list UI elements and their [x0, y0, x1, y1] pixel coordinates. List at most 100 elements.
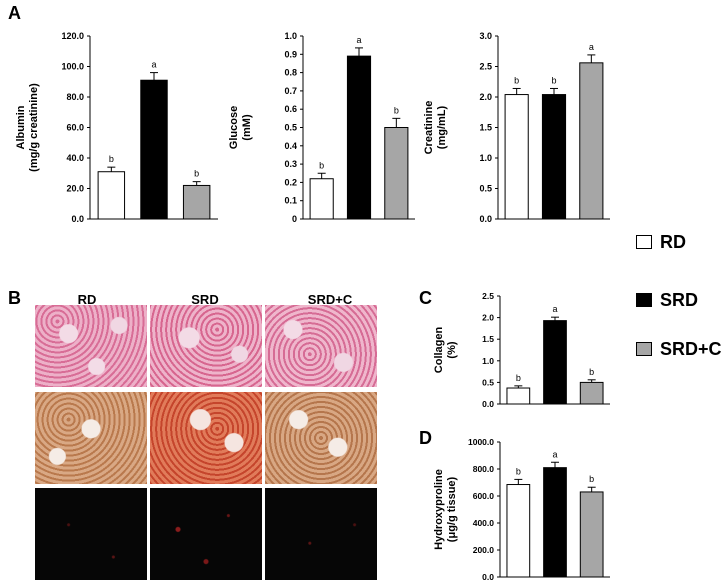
micrograph-fluor-srdc — [265, 488, 377, 580]
glucose-tick-label: 0.4 — [284, 141, 297, 151]
chart-albumin: 0.0 20.0 40.0 60.0 80.0 100.0 120.0 Albumin (mg/… — [15, 31, 218, 224]
glucose-tick-label: 0.8 — [284, 68, 297, 78]
collagen-bar-rd — [506, 387, 531, 405]
collagen-ylabel: Collagen — [433, 326, 445, 373]
hydroxyproline-sig-letter: b — [516, 466, 521, 476]
creatinine-tick-label: 1.0 — [479, 153, 492, 163]
albumin-sig-letter: b — [194, 169, 199, 179]
hydroxyproline-tick-label: 400.0 — [473, 518, 495, 528]
glucose-tick-label: 1.0 — [284, 31, 297, 41]
hydroxyproline-tick-label: 1000.0 — [468, 437, 494, 447]
hydroxyproline-ylabel: (μg/g tissue) — [446, 476, 458, 542]
legend-item-srdc: SRD+C — [636, 339, 722, 359]
hydroxyproline-sig-letter: b — [589, 474, 594, 484]
collagen-tick-label: 2.0 — [482, 313, 494, 323]
glucose-tick-label: 0 — [292, 214, 297, 224]
micrograph-he-srdc — [265, 305, 377, 387]
creatinine-ylabel: Creatinine — [423, 101, 435, 155]
collagen-tick-label: 2.5 — [482, 291, 494, 301]
glucose-sig-letter: b — [319, 160, 324, 170]
collagen-bar-srd — [543, 320, 567, 405]
micrograph-label-srdc: SRD+C — [307, 292, 353, 307]
chart-glucose: 0 0.1 0.2 0.3 0.4 0.5 0.6 0.7 0.8 0.9 1.0 Glucose (m… — [228, 31, 415, 224]
creatinine-tick-label: 2.5 — [479, 62, 492, 72]
glucose-tick-label: 0.1 — [284, 196, 297, 206]
hydroxyproline-tick-label: 0.0 — [482, 572, 494, 582]
chart-hydroxyproline: 0.0 200.0 400.0 600.0 800.0 1000.0 Hydroxyprol… — [433, 437, 610, 582]
hydroxyproline-tick-label: 600.0 — [473, 491, 495, 501]
hydroxyproline-tick-label: 800.0 — [473, 464, 495, 474]
creatinine-bar-srd — [541, 94, 567, 220]
collagen-tick-label: 1.5 — [482, 334, 494, 344]
albumin-tick-label: 40.0 — [66, 153, 84, 163]
hydroxyproline-bar-rd — [506, 484, 531, 578]
albumin-tick-label: 120.0 — [61, 31, 84, 41]
micrograph-sirius-srdc — [265, 392, 377, 484]
chart-creatinine: 0.0 0.5 1.0 1.5 2.0 2.5 3.0 Creatinine (mg/mL) b b… — [423, 31, 610, 224]
glucose-bar-srdplusc — [384, 127, 409, 220]
micrograph-label-srd: SRD — [191, 292, 219, 307]
micrograph-he-srd — [150, 305, 262, 387]
albumin-tick-label: 20.0 — [66, 184, 84, 194]
legend-label-rd: RD — [660, 231, 686, 252]
glucose-ylabel: Glucose — [228, 106, 240, 149]
collagen-tick-label: 0.0 — [482, 399, 494, 409]
creatinine-sig-letter: a — [589, 42, 594, 52]
creatinine-tick-label: 2.0 — [479, 92, 492, 102]
glucose-bar-srd — [346, 55, 372, 220]
albumin-ylabel: (mg/g creatinine) — [28, 83, 40, 172]
collagen-bar-srdplusc — [579, 381, 604, 405]
creatinine-bar-srdplusc — [579, 62, 604, 220]
glucose-tick-label: 0.7 — [284, 86, 297, 96]
glucose-tick-label: 0.6 — [284, 104, 297, 114]
glucose-sig-letter: b — [394, 105, 399, 115]
panel-letter-a: A — [8, 3, 21, 23]
albumin-bar-rd — [97, 171, 126, 220]
creatinine-tick-label: 0.5 — [479, 184, 492, 194]
collagen-sig-letter: a — [552, 304, 557, 314]
albumin-tick-label: 100.0 — [61, 62, 84, 72]
panel-letter-d: D — [419, 428, 432, 448]
collagen-tick-label: 0.5 — [482, 377, 494, 387]
albumin-tick-label: 80.0 — [66, 92, 84, 102]
glucose-tick-label: 0.5 — [284, 123, 297, 133]
creatinine-tick-label: 3.0 — [479, 31, 492, 41]
glucose-tick-label: 0.2 — [284, 177, 297, 187]
albumin-bar-srd — [140, 79, 168, 220]
hydroxyproline-bar-srdplusc — [579, 491, 604, 578]
chart-collagen: 0.0 0.5 1.0 1.5 2.0 2.5 Collagen (%) b a b — [433, 291, 610, 409]
hydroxyproline-bar-srd — [543, 467, 567, 578]
albumin-sig-letter: b — [109, 154, 114, 164]
creatinine-tick-label: 1.5 — [479, 123, 492, 133]
glucose-tick-label: 0.9 — [284, 49, 297, 59]
albumin-bar-srdplusc — [182, 184, 211, 220]
creatinine-sig-letter: b — [551, 75, 556, 85]
collagen-sig-letter: b — [589, 367, 594, 377]
glucose-bar-rd — [309, 178, 334, 220]
micrograph-fluor-rd — [35, 488, 147, 580]
panel-letter-b: B — [8, 288, 21, 308]
legend-swatch-srd — [636, 293, 652, 307]
hydroxyproline-sig-letter: a — [552, 449, 557, 459]
micrograph-sirius-rd — [35, 392, 147, 484]
hydroxyproline-tick-label: 200.0 — [473, 545, 495, 555]
legend-label-srd: SRD — [660, 289, 699, 310]
albumin-sig-letter: a — [151, 60, 156, 70]
glucose-tick-label: 0.3 — [284, 159, 297, 169]
collagen-tick-label: 1.0 — [482, 356, 494, 366]
hydroxyproline-ylabel: Hydroxyproline — [433, 469, 445, 550]
albumin-ylabel: Albumin — [15, 105, 27, 149]
collagen-ylabel: (%) — [446, 341, 458, 358]
collagen-sig-letter: b — [516, 373, 521, 383]
legend-item-rd: RD — [636, 232, 686, 252]
micrograph-label-rd: RD — [77, 292, 97, 307]
panel-letter-c: C — [419, 288, 432, 308]
creatinine-bar-rd — [504, 94, 529, 220]
glucose-ylabel: (mM) — [241, 114, 253, 141]
creatinine-sig-letter: b — [514, 75, 519, 85]
legend-label-srdc: SRD+C — [660, 338, 722, 359]
legend-swatch-srdc — [636, 342, 652, 356]
micrograph-fluor-srd — [150, 488, 262, 580]
legend-item-srd: SRD — [636, 290, 698, 310]
creatinine-ylabel: (mg/mL) — [436, 105, 448, 149]
